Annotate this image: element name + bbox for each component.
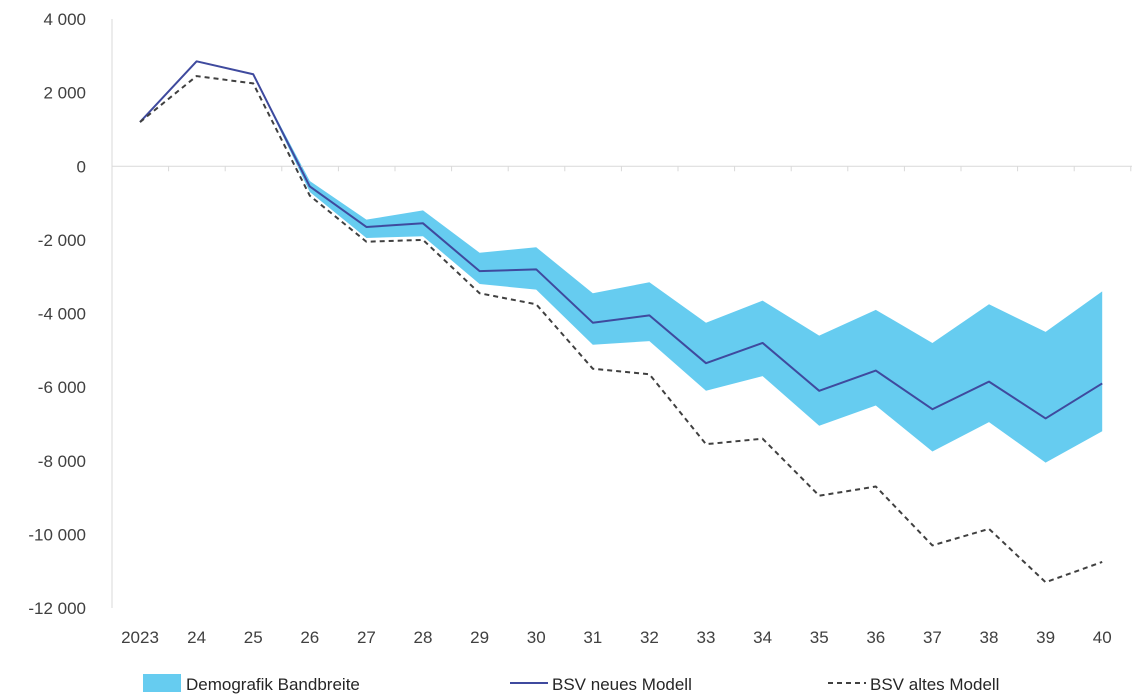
y-tick-label: -4 000 — [38, 305, 86, 324]
x-tick-label: 39 — [1036, 628, 1055, 647]
series-layer — [139, 60, 1103, 584]
x-tick-label: 40 — [1093, 628, 1112, 647]
legend-swatch-band — [143, 674, 181, 692]
legend-label-new-model: BSV neues Modell — [552, 675, 692, 694]
x-tick-label: 30 — [527, 628, 546, 647]
y-tick-label: -12 000 — [28, 599, 86, 618]
x-tick-label: 28 — [414, 628, 433, 647]
x-tick-label: 32 — [640, 628, 659, 647]
y-tick-label: 0 — [77, 157, 86, 176]
y-tick-label: -8 000 — [38, 452, 86, 471]
x-tick-label: 29 — [470, 628, 489, 647]
band-layer — [140, 61, 1103, 463]
tick-labels: 4 000 2 000 0 -2 000 -4 000 -6 000 -8 000 -10 0… — [28, 10, 1111, 647]
x-tick-label: 37 — [923, 628, 942, 647]
series-line-old-model — [139, 75, 1103, 584]
legend: Demografik Bandbreite BSV neues Modell B… — [143, 674, 999, 694]
x-tick-label: 27 — [357, 628, 376, 647]
y-tick-label: -6 000 — [38, 378, 86, 397]
y-tick-label: 4 000 — [43, 10, 86, 29]
y-tick-label: -2 000 — [38, 231, 86, 250]
x-tick-label: 2023 — [121, 628, 159, 647]
legend-label-old-model: BSV altes Modell — [870, 675, 999, 694]
x-tick-label: 38 — [980, 628, 999, 647]
series-line-new-model — [139, 60, 1103, 420]
x-tick-label: 31 — [583, 628, 602, 647]
y-tick-label: 2 000 — [43, 84, 86, 103]
band-area — [140, 61, 1103, 463]
x-tick-label: 35 — [810, 628, 829, 647]
legend-label-band: Demografik Bandbreite — [186, 675, 360, 694]
x-tick-label: 25 — [244, 628, 263, 647]
y-tick-label: -10 000 — [28, 525, 86, 544]
x-tick-label: 33 — [697, 628, 716, 647]
x-tick-label: 34 — [753, 628, 772, 647]
axes — [111, 19, 1132, 608]
x-tick-label: 36 — [866, 628, 885, 647]
x-tick-label: 26 — [300, 628, 319, 647]
x-tick-label: 24 — [187, 628, 206, 647]
